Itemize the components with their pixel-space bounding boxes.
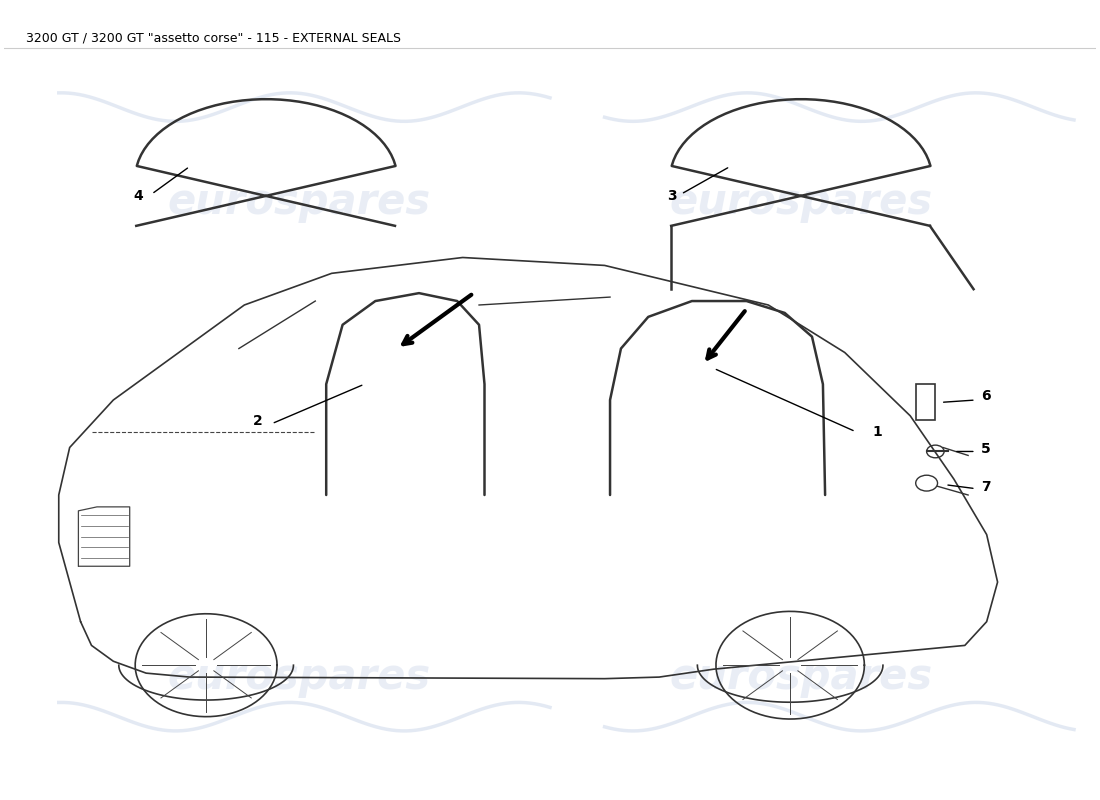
Text: eurospares: eurospares: [670, 181, 933, 223]
Text: 4: 4: [133, 189, 143, 202]
Text: 2: 2: [253, 414, 263, 428]
Text: 5: 5: [981, 442, 991, 456]
Text: eurospares: eurospares: [167, 656, 430, 698]
Text: eurospares: eurospares: [167, 181, 430, 223]
Text: eurospares: eurospares: [670, 656, 933, 698]
Text: 7: 7: [981, 480, 991, 494]
Text: 3200 GT / 3200 GT "assetto corse" - 115 - EXTERNAL SEALS: 3200 GT / 3200 GT "assetto corse" - 115 …: [26, 32, 401, 45]
Text: 3: 3: [667, 190, 676, 203]
Text: 1: 1: [872, 425, 882, 438]
Text: 6: 6: [981, 389, 991, 403]
Bar: [915, 384, 935, 420]
